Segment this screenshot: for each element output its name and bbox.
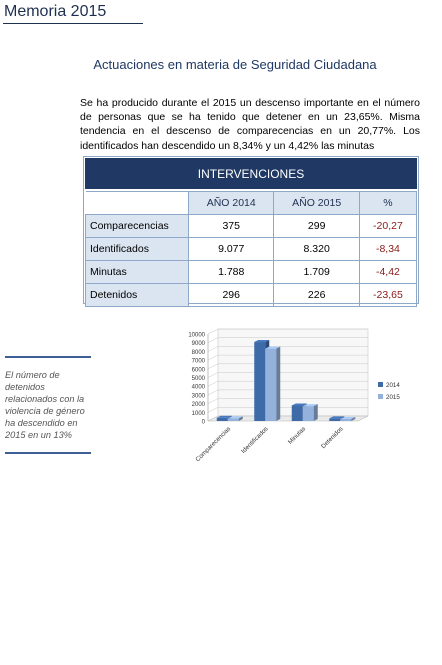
cell-2015: 226 (273, 283, 360, 307)
bar-top (302, 404, 318, 407)
cell-2014: 9.077 (187, 237, 275, 261)
cell-pct: -4,42 (358, 260, 418, 284)
y-tick-label: 0 (202, 420, 206, 426)
gridline (207, 354, 368, 361)
header-cell-2014: AÑO 2014 (187, 191, 275, 215)
gridline (207, 363, 368, 370)
y-tick-label: 4000 (192, 385, 206, 391)
bar-top (227, 416, 243, 419)
gridline (207, 346, 368, 352)
gridline (207, 389, 368, 396)
cell-2015: 8.320 (273, 237, 360, 261)
bar-top (291, 403, 307, 406)
table-row: Detenidos 296 226 -23,65 (85, 283, 418, 307)
bar (254, 342, 266, 421)
bar-top (254, 340, 270, 343)
interventions-table: AÑO 2014 AÑO 2015 % Comparecencias 375 2… (85, 191, 418, 307)
y-tick-label: 7000 (192, 359, 206, 365)
table-row: Comparecencias 375 299 -20,27 (85, 214, 418, 238)
y-tick-label: 8000 (192, 350, 206, 356)
cell-pct: -23,65 (358, 283, 418, 307)
header-cell-blank (85, 191, 189, 215)
y-tick-label: 6000 (192, 367, 206, 373)
y-tick-label: 10000 (188, 333, 205, 339)
y-tick-label: 1000 (192, 411, 206, 417)
bar (265, 348, 277, 421)
x-tick-label: Minutas (287, 425, 307, 445)
legend-label: 2014 (386, 382, 400, 389)
bar-side (313, 404, 318, 421)
bar-top (340, 417, 356, 420)
row-label: Comparecencias (85, 214, 189, 238)
interventions-table-box: INTERVENCIONES AÑO 2014 AÑO 2015 % Compa… (83, 156, 419, 307)
x-tick-label: Detenidos (320, 425, 345, 450)
y-tick-label: 5000 (192, 376, 206, 382)
gridline (207, 398, 368, 404)
header-cell-2015: AÑO 2015 (273, 191, 360, 215)
legend-label: 2015 (386, 394, 400, 401)
header-rule (3, 23, 143, 24)
cell-2015: 299 (273, 214, 360, 238)
bar-side (351, 417, 356, 421)
row-label: Minutas (85, 260, 189, 284)
row-label: Identificados (85, 237, 189, 261)
side-note-top-rule (5, 356, 91, 358)
bar (216, 417, 228, 421)
bar-top (216, 415, 232, 418)
section-title: Actuaciones en materia de Seguridad Ciud… (93, 57, 377, 72)
row-label: Detenidos (85, 283, 189, 307)
x-tick-label: Identificados (240, 425, 270, 455)
gridline (207, 380, 368, 387)
cell-2014: 375 (187, 214, 275, 238)
bar (329, 418, 341, 421)
table-row: Minutas 1.788 1.709 -4,42 (85, 260, 418, 284)
bar-top (329, 416, 345, 419)
gridline (207, 337, 368, 343)
bar (340, 419, 352, 421)
gridline (207, 328, 368, 335)
cell-2014: 1.788 (187, 260, 275, 284)
x-tick-label: Comparecencias (194, 425, 232, 463)
intro-paragraph: Se ha producido durante el 2015 un desce… (80, 97, 420, 152)
gridline (207, 372, 368, 378)
legend-swatch (378, 382, 383, 387)
header-cell-pct: % (358, 191, 418, 215)
table-header-row: AÑO 2014 AÑO 2015 % (85, 191, 418, 215)
gridline (207, 415, 368, 422)
cell-2014: 296 (187, 283, 275, 307)
gridline (207, 407, 368, 413)
document-header-title: Memoria 2015 (4, 3, 107, 20)
table-row: Identificados 9.077 8.320 -8,34 (85, 237, 418, 261)
bar (291, 405, 303, 421)
cell-pct: -8,34 (358, 237, 418, 261)
interventions-bar-chart: 0 1000 2000 3000 4000 5000 6000 7000 8000 9000 100… (188, 328, 400, 463)
bar (227, 418, 239, 421)
cell-2015: 1.709 (273, 260, 360, 284)
side-note-bottom-rule (5, 452, 91, 454)
bar-side (238, 416, 243, 421)
bar (302, 406, 314, 421)
bar-side (276, 346, 281, 421)
y-tick-label: 9000 (192, 341, 206, 347)
cell-pct: -20,27 (358, 214, 418, 238)
table-title: INTERVENCIONES (85, 158, 417, 189)
y-tick-label: 2000 (192, 402, 206, 408)
bar-top (265, 346, 281, 349)
side-note: El número de detenidos relacionados con … (5, 370, 85, 440)
legend-swatch (378, 394, 383, 399)
y-tick-label: 3000 (192, 393, 206, 399)
